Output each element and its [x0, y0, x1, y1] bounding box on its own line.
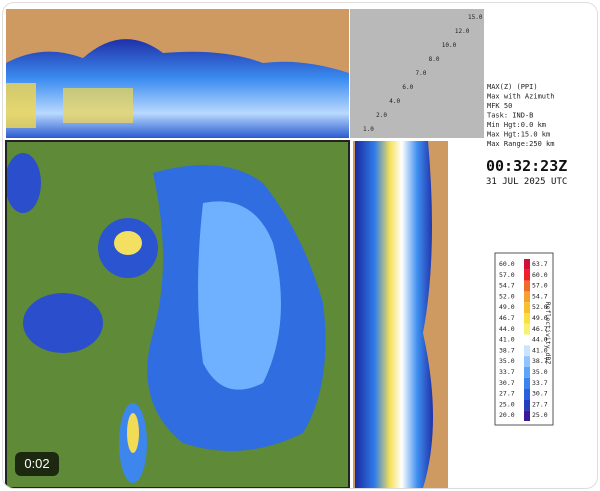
legend-swatch: [524, 302, 530, 313]
legend-high: 63.7: [532, 260, 548, 268]
height-label: 12.0: [455, 28, 470, 35]
legend-swatch: [524, 410, 530, 421]
info-line: Min Hgt:0.0 km: [487, 121, 546, 129]
legend-high: 57.0: [532, 282, 548, 290]
info-line: Max with Azimuth: [487, 93, 554, 101]
legend-swatch: [524, 259, 530, 270]
legend-swatch: [524, 377, 530, 389]
legend-low: 52.0: [499, 292, 515, 300]
legend-high: 27.7: [532, 400, 548, 408]
legend-high: 52.0: [532, 303, 548, 311]
legend-low: 33.7: [499, 368, 515, 376]
legend-swatch: [524, 291, 530, 303]
legend-swatch: [524, 388, 530, 400]
legend-low: 57.0: [499, 271, 515, 279]
legend-swatch: [524, 280, 530, 292]
right-echo: [355, 141, 433, 488]
info-line: Max Range:250 km: [487, 140, 554, 148]
timer: 0:02: [24, 456, 49, 471]
legend-low: 41.0: [499, 336, 515, 344]
legend-low: 30.7: [499, 379, 515, 387]
info-panel: [484, 79, 560, 189]
legend-high: 30.7: [532, 390, 548, 398]
legend-low: 49.0: [499, 303, 515, 311]
height-label: 2.0: [376, 112, 387, 119]
legend-low: 35.0: [499, 357, 515, 365]
height-label: 1.0: [363, 126, 374, 133]
legend-swatch: [524, 334, 530, 346]
legend-swatch: [524, 399, 530, 411]
date: 31 JUL 2025 UTC: [486, 177, 567, 187]
echo: [127, 413, 139, 453]
echo: [5, 153, 41, 213]
top-core: [6, 83, 36, 128]
legend-low: 60.0: [499, 260, 515, 268]
legend-high: 44.0: [532, 336, 548, 344]
legend-swatch: [524, 345, 530, 357]
timer-badge: [15, 452, 59, 476]
echo: [114, 231, 142, 255]
legend-high: 41.0: [532, 346, 548, 354]
legend-high: 46.7: [532, 325, 548, 333]
height-label: 6.0: [402, 84, 413, 91]
height-label: 4.0: [389, 98, 400, 105]
info-line: MFK 50: [487, 102, 512, 110]
height-panel: [350, 9, 484, 138]
legend-high: 33.7: [532, 379, 548, 387]
top-core: [63, 88, 133, 123]
legend-low: 46.7: [499, 314, 515, 322]
legend-high: 35.0: [532, 368, 548, 376]
legend-title: Reflectivity dBZ: [544, 302, 552, 365]
radar-frame: 1.02.04.06.07.08.010.0 12.0 15.0 MAX(Z) (P…: [5, 9, 567, 488]
info-line: Task: IND-B: [487, 112, 533, 120]
legend-high: 25.0: [532, 411, 548, 419]
echo: [23, 293, 103, 353]
legend-high: 54.7: [532, 292, 548, 300]
legend-low: 20.0: [499, 411, 515, 419]
legend-high: 60.0: [532, 271, 548, 279]
info-line: Max Hgt:15.0 km: [487, 131, 550, 139]
echo: [198, 201, 281, 390]
height-label: 7.0: [416, 70, 427, 77]
height-label: 15.0: [468, 14, 483, 21]
legend-swatch: [524, 313, 530, 324]
height-label: 10.0: [442, 42, 457, 49]
legend-swatch: [524, 367, 530, 378]
legend-swatch: [524, 269, 530, 281]
legend-swatch: [524, 356, 530, 367]
legend-low: 38.7: [499, 346, 515, 354]
time: 00:32:23Z: [486, 157, 567, 175]
legend-low: 25.0: [499, 400, 515, 408]
legend-high: 49.0: [532, 314, 548, 322]
info-line: MAX(Z) (PPI): [487, 83, 538, 91]
legend-swatch: [524, 323, 530, 335]
legend-low: 44.0: [499, 325, 515, 333]
legend-low: 27.7: [499, 390, 515, 398]
map-border: [5, 140, 350, 488]
blank: [448, 141, 484, 488]
height-label: 8.0: [429, 56, 440, 63]
legend-high: 38.7: [532, 357, 548, 365]
legend-low: 54.7: [499, 282, 515, 290]
